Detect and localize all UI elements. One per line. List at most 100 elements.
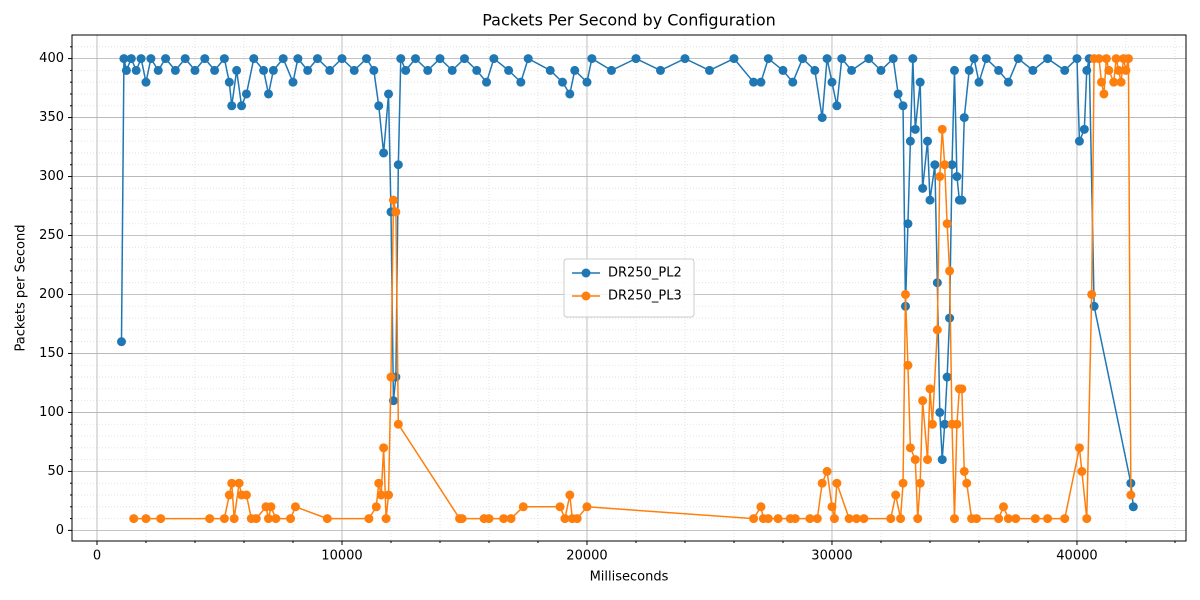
point (859, 514, 869, 524)
point (457, 514, 467, 524)
point (935, 407, 945, 417)
point (932, 278, 942, 288)
point (918, 183, 928, 193)
point (290, 502, 300, 512)
point (844, 514, 854, 524)
point (1114, 65, 1124, 75)
point (959, 466, 969, 476)
point (1109, 77, 1119, 87)
point (349, 65, 359, 75)
point (749, 77, 759, 87)
point (1077, 466, 1087, 476)
point (205, 514, 215, 524)
point (910, 124, 920, 134)
point (945, 313, 955, 323)
point (952, 419, 962, 429)
point (293, 54, 303, 64)
x-axis-label: Milliseconds (590, 570, 669, 585)
point (876, 65, 886, 75)
point (1096, 77, 1106, 87)
point (136, 54, 146, 64)
point (565, 89, 575, 99)
point (219, 54, 229, 64)
point (1060, 65, 1070, 75)
point (952, 172, 962, 182)
point (900, 289, 910, 299)
point (229, 514, 239, 524)
point (393, 419, 403, 429)
point (763, 54, 773, 64)
y-tick-label: 250 (39, 228, 64, 243)
point (227, 478, 237, 488)
point (964, 65, 974, 75)
point (1003, 77, 1013, 87)
point (482, 77, 492, 87)
point (286, 514, 296, 524)
point (161, 54, 171, 64)
point (1072, 54, 1082, 64)
point (545, 65, 555, 75)
point (361, 54, 371, 64)
point (915, 478, 925, 488)
point (121, 65, 131, 75)
y-tick-label: 400 (39, 51, 64, 66)
plot-frame (71, 34, 1187, 542)
point (116, 337, 126, 347)
point (1087, 289, 1097, 299)
point (126, 54, 136, 64)
x-tick-label: 20000 (566, 549, 607, 564)
point (756, 502, 766, 512)
point (518, 502, 528, 512)
point (1121, 65, 1131, 75)
point (251, 514, 261, 524)
point (1116, 77, 1126, 87)
point (210, 65, 220, 75)
point (1013, 54, 1023, 64)
point (506, 514, 516, 524)
point (932, 325, 942, 335)
point (447, 65, 457, 75)
point (384, 490, 394, 500)
point (266, 502, 276, 512)
point (560, 514, 570, 524)
legend-marker (581, 268, 591, 278)
point (949, 65, 959, 75)
point (749, 514, 759, 524)
point (893, 89, 903, 99)
point (374, 478, 384, 488)
point (827, 502, 837, 512)
point (805, 514, 815, 524)
point (1094, 54, 1104, 64)
point (224, 77, 234, 87)
point (962, 478, 972, 488)
point (927, 419, 937, 429)
point (516, 77, 526, 87)
point (905, 136, 915, 146)
point (942, 372, 952, 382)
point (822, 466, 832, 476)
point (141, 514, 151, 524)
point (312, 54, 322, 64)
legend-marker (581, 291, 591, 301)
point (322, 514, 332, 524)
point (1126, 490, 1136, 500)
point (974, 77, 984, 87)
point (565, 490, 575, 500)
point (913, 514, 923, 524)
point (393, 160, 403, 170)
point (268, 65, 278, 75)
point (219, 514, 229, 524)
point (499, 514, 509, 524)
point (1111, 54, 1121, 64)
point (379, 443, 389, 453)
point (224, 490, 234, 500)
point (288, 77, 298, 87)
point (325, 65, 335, 75)
point (523, 54, 533, 64)
point (1104, 65, 1114, 75)
point (582, 502, 592, 512)
point (680, 54, 690, 64)
point (200, 54, 210, 64)
point (423, 65, 433, 75)
point (972, 514, 982, 524)
